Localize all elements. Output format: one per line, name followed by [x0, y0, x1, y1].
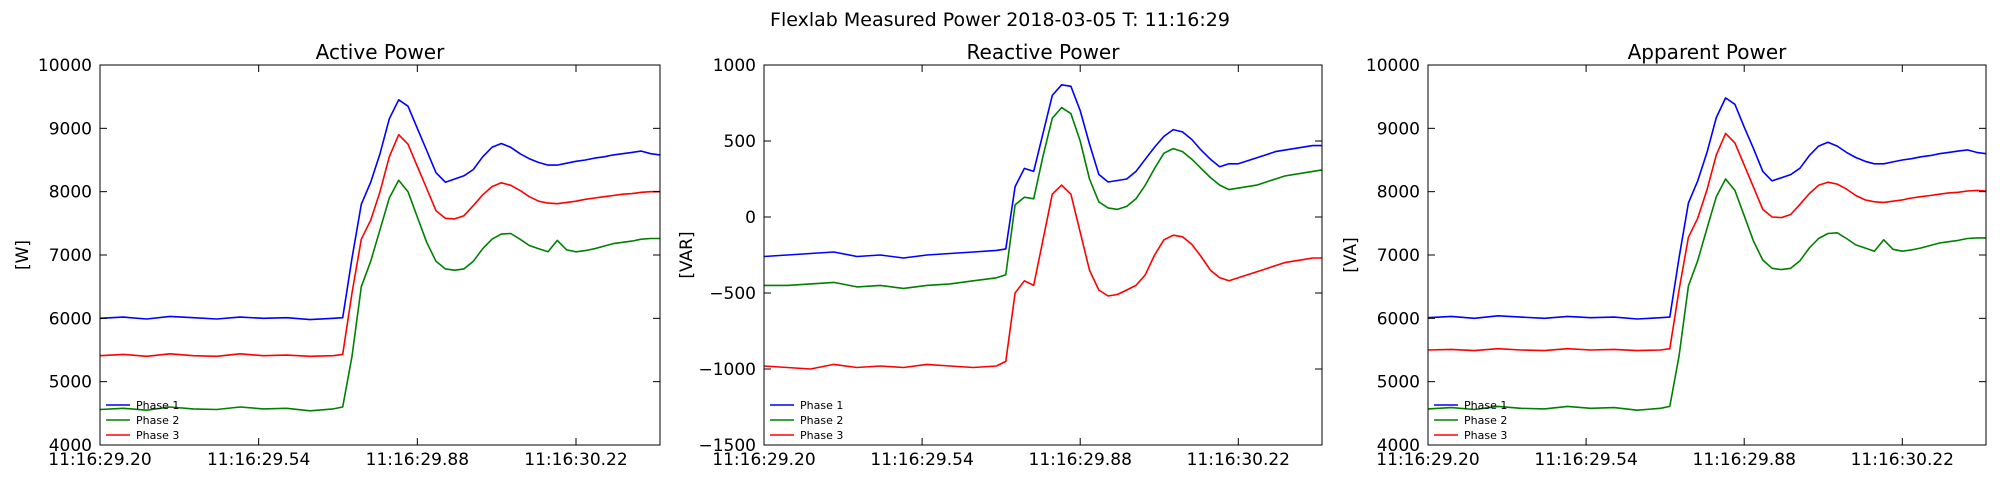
x-tick-label: 11:16:29.54	[207, 450, 310, 470]
chart-title: Apparent Power	[1628, 40, 1788, 64]
legend-label: Phase 3	[800, 429, 843, 442]
legend-label: Phase 3	[1464, 429, 1507, 442]
x-tick-label: 11:16:29.54	[870, 450, 973, 470]
x-tick-label: 11:16:30.22	[1851, 450, 1954, 470]
y-tick-label: 7000	[1377, 246, 1420, 266]
series-line-2	[99, 179, 660, 412]
y-tick-label: 9000	[49, 119, 92, 139]
legend-label: Phase 1	[800, 399, 843, 412]
plot-frame	[763, 64, 1323, 446]
x-tick-label: 11:16:29.88	[366, 450, 469, 470]
y-tick-label: 4000	[1377, 436, 1420, 456]
x-tick-label: 11:16:29.20	[712, 450, 815, 470]
legend-label: Phase 1	[136, 399, 179, 412]
x-tick-label: 11:16:30.22	[524, 450, 627, 470]
y-tick-label: 6000	[49, 309, 92, 329]
y-tick-label: 9000	[1377, 119, 1420, 139]
y-tick-label: 10000	[38, 56, 92, 76]
y-axis-label: [VA]	[1341, 237, 1361, 272]
y-tick-label: 1000	[713, 56, 756, 76]
figure-title: Flexlab Measured Power 2018-03-05 T: 11:…	[770, 9, 1230, 31]
y-tick-label: −1000	[698, 360, 756, 380]
chart-reactive-power: Reactive Power [VAR] −1500 −1000 −500 0 500 1…	[677, 40, 1323, 470]
series-line-3	[1427, 132, 1987, 352]
y-axis-label: [VAR]	[677, 231, 697, 278]
chart-title: Reactive Power	[967, 40, 1121, 64]
series-line-3	[763, 184, 1322, 370]
y-tick-label: 6000	[1377, 309, 1420, 329]
plot-frame	[1427, 64, 1987, 446]
y-tick-label: 5000	[49, 373, 92, 393]
y-tick-label: 7000	[49, 246, 92, 266]
x-tick-label: 11:16:29.54	[1534, 450, 1637, 470]
x-tick-label: 11:16:29.20	[1376, 450, 1479, 470]
legend-label: Phase 3	[136, 429, 179, 442]
y-tick-label: 0	[745, 208, 756, 228]
series-line-1	[1427, 97, 1987, 320]
chart-apparent-power: Apparent Power [VA] 4000 5000 6000 7000 8000…	[1341, 40, 1987, 470]
plot-frame	[99, 64, 661, 446]
legend-label: Phase 2	[136, 414, 179, 427]
series-line-1	[763, 84, 1322, 259]
x-tick-label: 11:16:29.20	[48, 450, 151, 470]
series-line-1	[99, 99, 661, 321]
series-line-2	[1427, 178, 1986, 412]
y-tick-label: 500	[724, 132, 756, 152]
x-tick-label: 11:16:29.88	[1693, 450, 1796, 470]
x-tick-label: 11:16:30.22	[1187, 450, 1290, 470]
y-tick-label: 5000	[1377, 373, 1420, 393]
chart-active-power: Active Power [W] 4000 5000 6000 7000 8000 900…	[13, 40, 661, 470]
y-tick-label: −1500	[698, 436, 756, 456]
y-tick-label: −500	[709, 284, 756, 304]
legend-label: Phase 2	[1464, 414, 1507, 427]
chart-title: Active Power	[316, 40, 445, 64]
y-tick-label: 8000	[1377, 183, 1420, 203]
legend-label: Phase 1	[1464, 399, 1507, 412]
legend-label: Phase 2	[800, 414, 843, 427]
series-line-2	[764, 106, 1323, 290]
y-tick-label: 4000	[49, 436, 92, 456]
series-line-3	[99, 133, 660, 358]
x-tick-label: 11:16:29.88	[1029, 450, 1132, 470]
y-axis-label: [W]	[13, 240, 33, 270]
y-tick-label: 10000	[1366, 56, 1420, 76]
y-tick-label: 8000	[49, 183, 92, 203]
